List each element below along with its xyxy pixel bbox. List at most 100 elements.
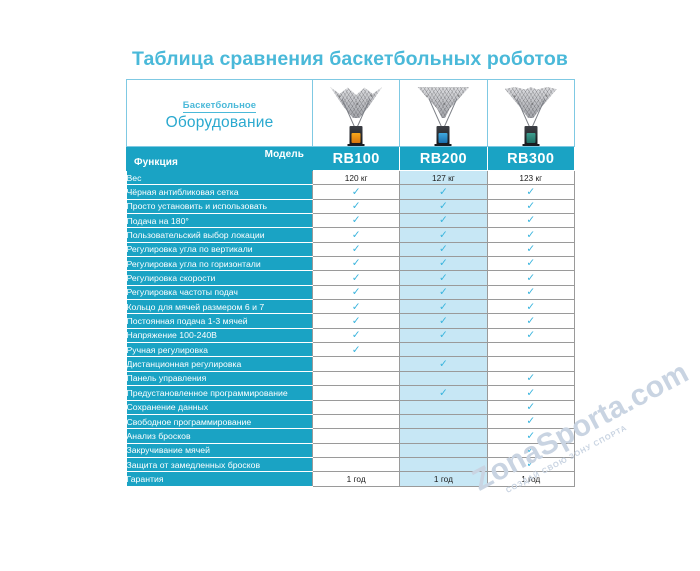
check-icon: ✓: [526, 443, 536, 456]
cell-rb300: ✓: [486, 428, 575, 444]
cell-rb100: ✓: [311, 342, 401, 358]
model-header-rb300[interactable]: RB300: [486, 146, 575, 171]
feature-label: Напряжение 100-240В: [126, 327, 313, 344]
cell-rb100: [311, 456, 401, 473]
net-icon: [330, 87, 383, 118]
cell-rb200: [399, 342, 488, 358]
model-column-label: Модель: [264, 149, 304, 160]
feature-label: Пользовательский выбор локации: [126, 227, 313, 243]
feature-label: Гарантия: [126, 471, 313, 487]
table-row: Постоянная подача 1-3 мячей ✓ ✓ ✓: [126, 313, 575, 329]
table-row: Регулировка угла по горизонтали ✓ ✓ ✓: [126, 256, 575, 272]
cell-rb300: ✓: [486, 399, 575, 415]
table-row: Анализ бросков ✓: [126, 428, 575, 444]
cell-rb100: ✓: [311, 270, 401, 286]
feature-label: Просто установить и использовать: [126, 198, 313, 215]
cell-rb100: [311, 428, 401, 444]
cell-rb100: 120 кг: [311, 169, 401, 186]
product-image-rb300: [486, 79, 575, 147]
table-row: Регулировка скорости ✓ ✓ ✓: [126, 270, 575, 286]
check-icon: ✓: [351, 185, 361, 198]
check-icon: ✓: [439, 243, 448, 256]
cell-rb200: ✓: [399, 256, 488, 272]
cell-rb200: ✓: [399, 385, 488, 401]
cell-rb200: ✓: [399, 313, 488, 329]
check-icon: ✓: [526, 214, 536, 227]
cell-rb100: [311, 413, 401, 430]
cell-rb300: ✓: [486, 413, 575, 430]
robot-accent: [526, 133, 536, 143]
check-icon: ✓: [526, 429, 536, 442]
cell-rb100: ✓: [311, 213, 401, 229]
feature-label: Регулировка угла по горизонтали: [126, 256, 313, 272]
check-icon: ✓: [351, 300, 361, 313]
check-icon: ✓: [526, 286, 536, 299]
cell-rb300: [486, 356, 575, 372]
cell-rb300: 123 кг: [486, 169, 575, 186]
cell-rb300: ✓: [486, 213, 575, 229]
cell-rb100: [311, 442, 401, 458]
cell-rb200: ✓: [399, 327, 488, 344]
check-icon: ✓: [526, 200, 536, 213]
check-icon: ✓: [526, 458, 536, 471]
comparison-table: Баскетбольное Оборудование: [126, 79, 575, 487]
robot-accent: [351, 133, 361, 143]
check-icon: ✓: [439, 300, 448, 313]
cell-rb200: [399, 456, 488, 473]
check-icon: ✓: [351, 200, 361, 213]
cell-rb100: ✓: [311, 198, 401, 215]
check-icon: ✓: [526, 185, 536, 198]
cell-rb300: ✓: [486, 385, 575, 401]
table-row: Предустановленное программирование ✓ ✓: [126, 385, 575, 401]
product-image-rb100: [311, 79, 401, 147]
check-icon: ✓: [439, 185, 448, 198]
robot-foot: [522, 143, 540, 146]
cell-rb300: ✓: [486, 442, 575, 458]
check-icon: ✓: [439, 286, 448, 299]
check-icon: ✓: [351, 243, 361, 256]
feature-label: Регулировка частоты подач: [126, 284, 313, 301]
table-row: Чёрная антибликовая сетка ✓ ✓ ✓: [126, 184, 575, 200]
table-row: Пользовательский выбор локации ✓ ✓ ✓: [126, 227, 575, 243]
cell-rb100: ✓: [311, 327, 401, 344]
cell-rb100: ✓: [311, 313, 401, 329]
model-header-rb100[interactable]: RB100: [311, 146, 401, 171]
check-icon: ✓: [439, 200, 448, 213]
cell-rb300: ✓: [486, 284, 575, 301]
table-row: Ручная регулировка ✓: [126, 342, 575, 358]
cell-rb100: [311, 370, 401, 387]
cell-rb300: 1 год: [486, 471, 575, 487]
check-icon: ✓: [526, 415, 536, 428]
feature-label: Защита от замедленных бросков: [126, 456, 313, 473]
cell-rb200: [399, 428, 488, 444]
cell-rb200: ✓: [399, 241, 488, 258]
cell-rb300: ✓: [486, 184, 575, 200]
check-icon: ✓: [351, 214, 361, 227]
check-icon: ✓: [351, 228, 361, 241]
feature-label: Ручная регулировка: [126, 342, 313, 358]
check-icon: ✓: [526, 243, 536, 256]
check-icon: ✓: [526, 300, 536, 313]
check-icon: ✓: [526, 257, 536, 270]
cell-rb300: ✓: [486, 270, 575, 286]
feature-label: Сохранение данных: [126, 399, 313, 415]
table-row: Кольцо для мячей размером 6 и 7 ✓ ✓ ✓: [126, 299, 575, 315]
check-icon: ✓: [439, 314, 448, 327]
check-icon: ✓: [439, 228, 448, 241]
basketball-robot-icon: [500, 84, 562, 146]
feature-model-split-header: Функция Модель: [126, 146, 313, 171]
cell-rb300: ✓: [486, 313, 575, 329]
table-row: Регулировка угла по вертикали ✓ ✓ ✓: [126, 241, 575, 258]
model-header-rb200[interactable]: RB200: [399, 146, 488, 171]
feature-label: Дистанционная регулировка: [126, 356, 313, 372]
feature-label: Регулировка угла по вертикали: [126, 241, 313, 258]
feature-label: Закручивание мячей: [126, 442, 313, 458]
cell-rb200: [399, 399, 488, 415]
feature-label: Анализ бросков: [126, 428, 313, 444]
check-icon: ✓: [351, 314, 361, 327]
check-icon: ✓: [439, 257, 448, 270]
cell-rb300: ✓: [486, 227, 575, 243]
product-image-row: Баскетбольное Оборудование: [126, 79, 575, 147]
cell-rb300: ✓: [486, 327, 575, 344]
cell-rb300: ✓: [486, 256, 575, 272]
